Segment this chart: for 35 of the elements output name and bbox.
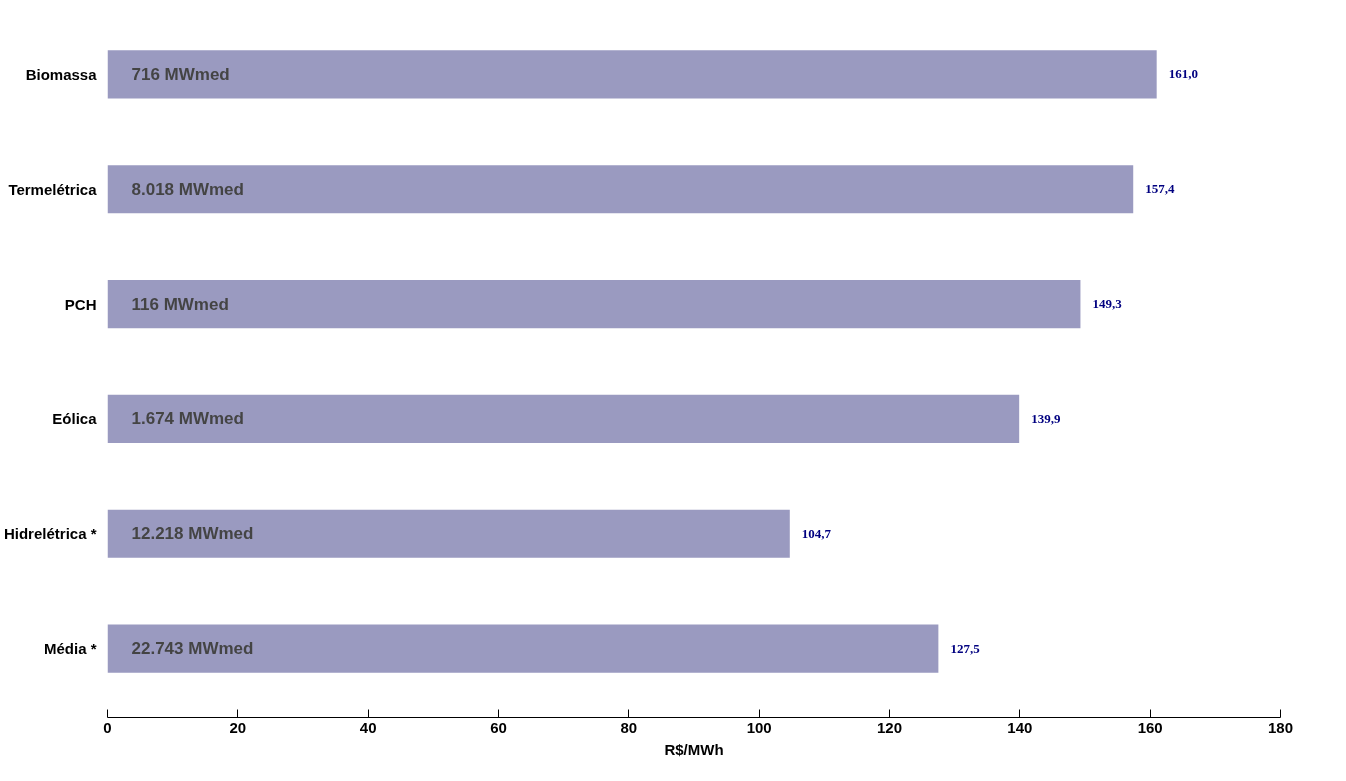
bar	[107, 394, 1020, 444]
x-tick-label: 0	[103, 718, 112, 736]
x-tick-label: 40	[359, 718, 377, 736]
y-tick-label: Hidrelétrica *	[3, 525, 97, 543]
bar	[107, 50, 1157, 99]
bar	[107, 509, 790, 558]
annotation: 22.743 MWmed	[131, 639, 254, 659]
x-tick-label: 180	[1267, 718, 1294, 736]
data-label: 157,4	[1145, 181, 1175, 197]
annotation: 12.218 MWmed	[131, 524, 254, 544]
y-tick-label: Eólica	[52, 410, 98, 428]
x-axis-title: R$/MWh	[664, 740, 724, 758]
x-tick-label: 100	[746, 718, 772, 736]
data-label: 127,5	[950, 640, 981, 656]
y-tick-label: Termelétrica	[8, 180, 98, 198]
bar	[107, 165, 1134, 214]
x-tick-label: 120	[876, 718, 903, 736]
annotation: 8.018 MWmed	[131, 179, 244, 199]
x-tick-label: 160	[1137, 718, 1163, 736]
annotation: 1.674 MWmed	[131, 409, 244, 429]
data-label: 104,7	[801, 525, 832, 541]
y-tick-label: Biomassa	[25, 65, 98, 83]
y-tick-label: Média *	[43, 640, 97, 658]
bar	[107, 279, 1081, 329]
x-tick-label: 60	[490, 718, 507, 736]
data-label: 161,0	[1168, 66, 1198, 82]
data-label: 139,9	[1031, 410, 1061, 426]
bar	[107, 624, 939, 673]
annotation: 116 MWmed	[131, 294, 229, 314]
y-tick-label: PCH	[64, 295, 97, 313]
data-label: 149,3	[1092, 296, 1123, 312]
x-tick-label: 80	[620, 718, 638, 736]
x-tick-label: 20	[229, 718, 247, 736]
annotation: 716 MWmed	[131, 64, 230, 84]
x-tick-label: 140	[1007, 718, 1033, 736]
